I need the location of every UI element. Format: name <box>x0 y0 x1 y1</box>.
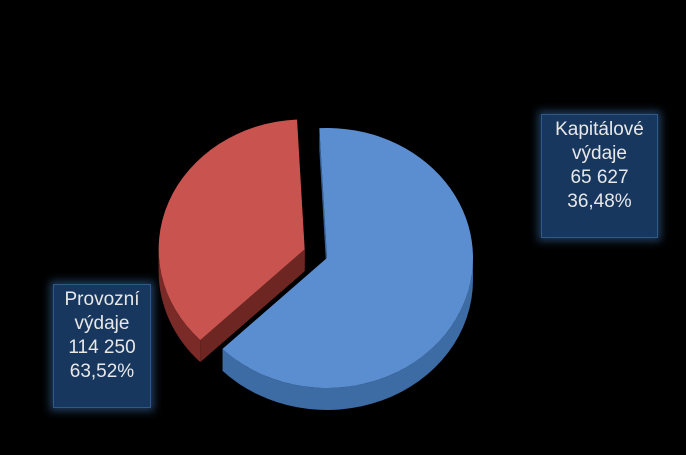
data-label-name-line2: výdaje <box>74 313 130 334</box>
data-label-percent: 36,48% <box>567 191 632 212</box>
data-label-name-line1: Provozní <box>64 289 140 310</box>
data-label-kapitalove: Kapitálové výdaje 65 627 36,48% <box>541 114 658 238</box>
pie-slice-0 <box>222 128 473 388</box>
data-label-percent: 63,52% <box>69 361 135 382</box>
data-label-name-line2: výdaje <box>572 143 627 164</box>
pie-slice-1 <box>158 119 305 341</box>
data-label-value: 114 250 <box>68 337 136 358</box>
data-label-value: 65 627 <box>570 167 629 188</box>
data-label-name-line1: Kapitálové <box>555 119 644 140</box>
data-label-provozni: Provozní výdaje 114 250 63,52% <box>53 284 151 408</box>
